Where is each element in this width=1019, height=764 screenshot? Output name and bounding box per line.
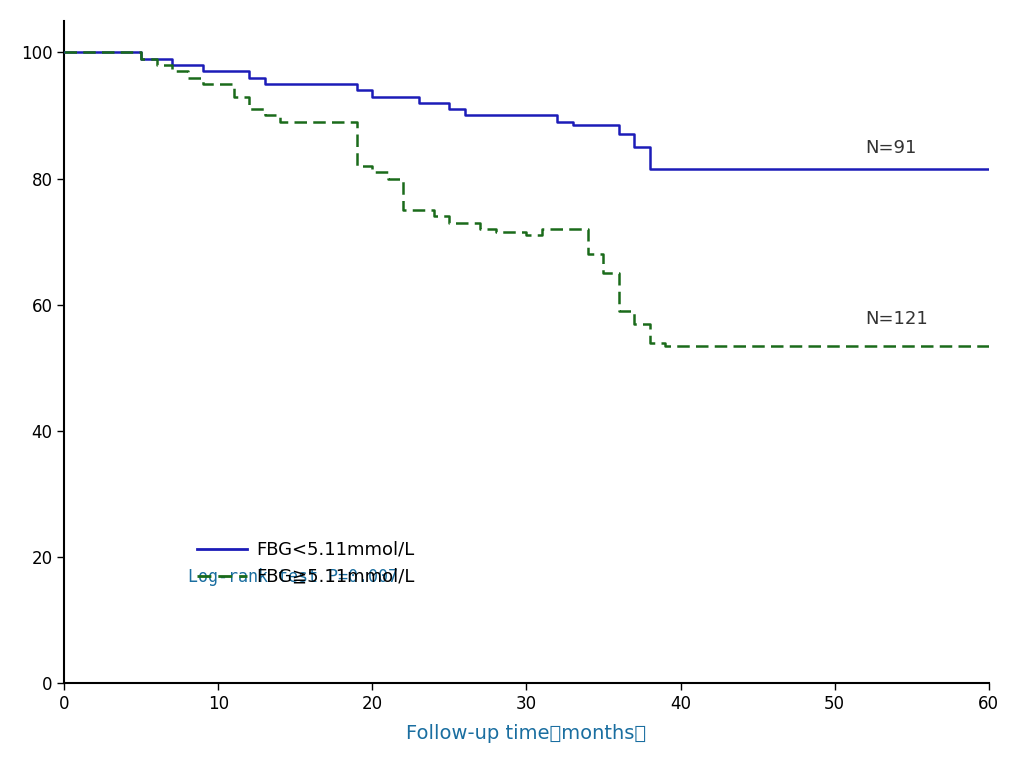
Text: N=91: N=91 — [864, 139, 916, 157]
X-axis label: Follow-up time（months）: Follow-up time（months） — [406, 724, 646, 743]
Text: N=121: N=121 — [864, 309, 927, 328]
Legend: FBG<5.11mmol/L, FBG≧5.11mmol/L: FBG<5.11mmol/L, FBG≧5.11mmol/L — [197, 541, 414, 586]
Text: Log-rank test P=0.007: Log-rank test P=0.007 — [187, 568, 397, 586]
